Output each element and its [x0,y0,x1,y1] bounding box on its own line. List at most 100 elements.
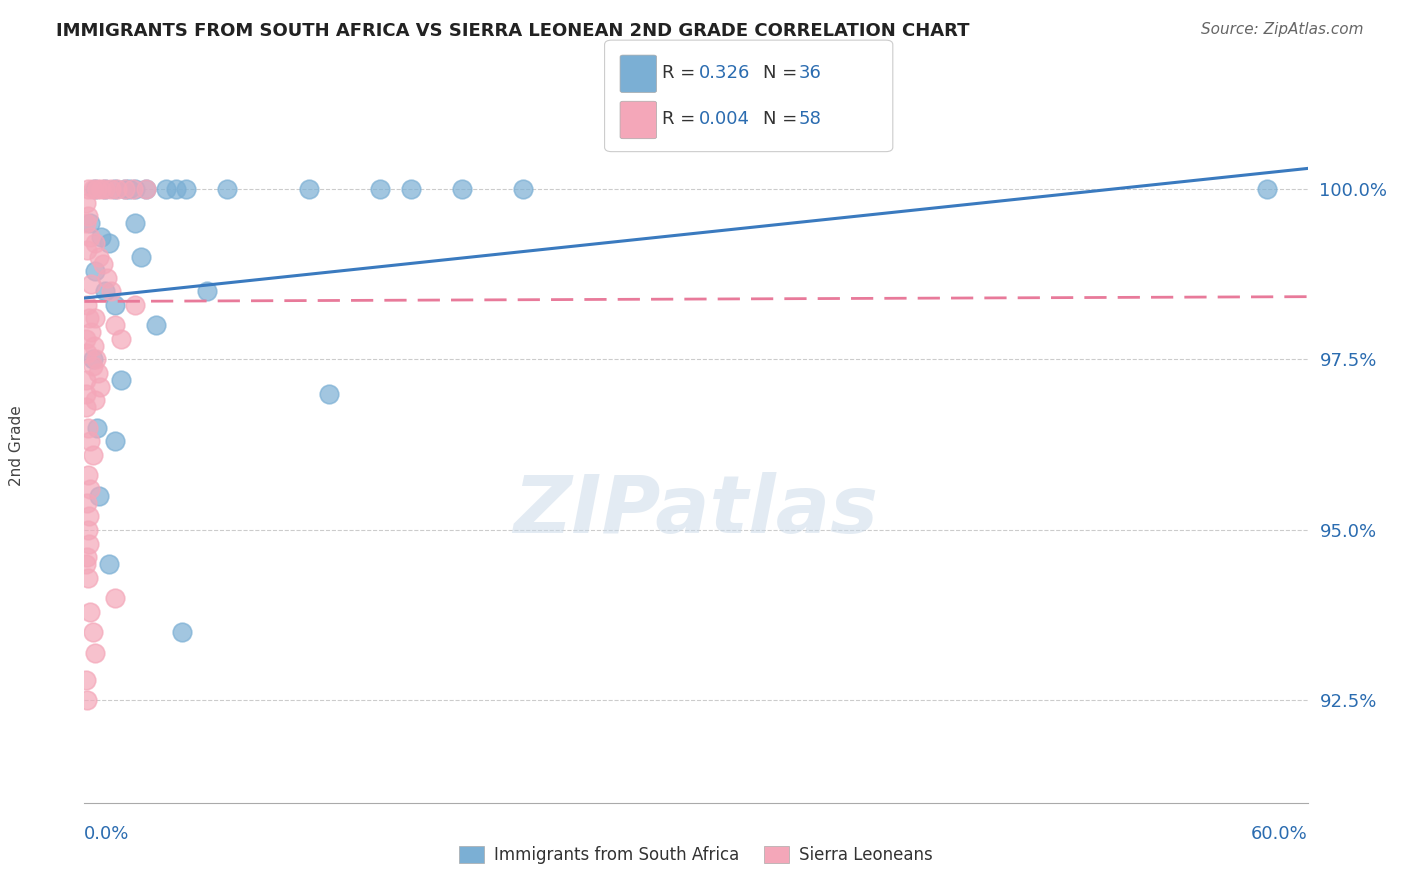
Point [195,284,218,298]
Point [76,345,98,359]
Point [145,318,167,333]
Point [77,523,100,537]
Text: R =: R = [662,111,702,128]
Text: 2nd Grade: 2nd Grade [10,406,24,486]
Point [86,420,108,434]
Point [165,182,187,196]
Point [79,216,101,230]
Point [122,182,145,196]
Point [105,182,128,196]
Point [77,209,100,223]
Point [124,182,146,196]
Point [1256,182,1278,196]
Point [87,250,110,264]
Point [97,236,120,251]
Point [77,468,100,483]
Point [76,693,98,707]
Point [76,244,98,258]
Point [82,448,104,462]
Point [80,277,103,292]
Text: 60.0%: 60.0% [1251,825,1308,843]
Point [80,325,103,339]
Point [76,496,98,510]
Point [83,646,105,660]
Text: N =: N = [763,64,803,82]
Point [97,557,120,571]
Point [450,182,472,196]
Point [104,591,127,606]
Text: 0.0%: 0.0% [84,825,129,843]
Point [135,182,157,196]
Point [75,400,97,414]
Point [75,373,97,387]
Point [79,434,101,449]
Point [82,625,104,640]
Point [83,264,105,278]
Point [118,182,141,196]
Point [135,182,157,196]
Text: 0.004: 0.004 [699,111,749,128]
Point [83,339,105,353]
Point [512,182,534,196]
Point [76,550,98,565]
Text: IMMIGRANTS FROM SOUTH AFRICA VS SIERRA LEONEAN 2ND GRADE CORRELATION CHART: IMMIGRANTS FROM SOUTH AFRICA VS SIERRA L… [56,22,970,40]
Point [131,250,153,264]
Point [76,298,98,312]
Point [75,332,97,346]
Point [104,182,127,196]
Point [75,673,97,687]
Point [399,182,422,196]
Point [114,182,136,196]
Point [82,182,104,196]
Point [87,489,110,503]
Point [89,380,111,394]
Point [82,359,104,374]
Point [104,318,127,333]
Point [83,393,105,408]
Point [91,257,114,271]
Point [86,182,108,196]
Point [217,182,239,196]
Point [93,182,115,196]
Point [83,236,105,251]
Point [83,182,105,196]
Point [79,605,101,619]
Point [93,284,115,298]
Point [104,434,127,449]
Point [114,182,136,196]
Point [155,182,177,196]
Point [93,182,115,196]
Point [96,270,118,285]
Point [79,509,101,524]
Point [110,332,132,346]
Point [83,311,105,326]
Point [110,373,132,387]
Text: 58: 58 [799,111,821,128]
Point [77,571,100,585]
Point [75,195,97,210]
Text: N =: N = [763,111,803,128]
Point [75,557,97,571]
Point [82,352,104,367]
Point [77,182,100,196]
Text: 0.326: 0.326 [699,64,751,82]
Text: 36: 36 [799,64,821,82]
Point [75,386,97,401]
Point [124,216,146,230]
Point [79,311,101,326]
Point [90,182,112,196]
Point [174,182,197,196]
Point [77,420,100,434]
Point [124,298,146,312]
Point [79,229,101,244]
Point [298,182,321,196]
Text: Source: ZipAtlas.com: Source: ZipAtlas.com [1201,22,1364,37]
Point [84,352,107,367]
Point [75,216,97,230]
Point [104,298,127,312]
Point [100,284,122,298]
Point [172,625,194,640]
Text: R =: R = [662,64,702,82]
Point [318,386,340,401]
Point [86,366,108,380]
